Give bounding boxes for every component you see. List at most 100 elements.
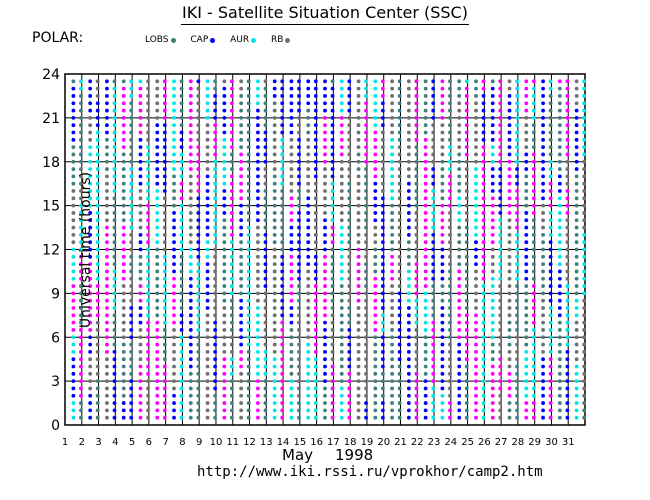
data-point	[464, 335, 469, 340]
data-point	[565, 364, 570, 369]
data-point	[230, 254, 234, 259]
data-point	[498, 115, 503, 120]
data-point	[172, 408, 176, 413]
data-point	[188, 386, 193, 391]
data-point	[222, 181, 227, 186]
data-point	[464, 357, 469, 362]
data-point	[129, 108, 134, 113]
data-point	[112, 123, 117, 128]
data-point	[79, 203, 83, 208]
data-point	[79, 152, 83, 157]
data-point	[364, 130, 368, 135]
data-point	[414, 357, 419, 362]
data-point	[524, 123, 529, 128]
data-point	[524, 284, 529, 288]
x-tick-label: 2	[79, 437, 85, 448]
data-point	[557, 101, 562, 106]
data-point	[373, 152, 378, 157]
data-point	[364, 167, 368, 171]
data-point	[356, 298, 361, 303]
data-point	[272, 276, 277, 281]
data-point	[406, 115, 411, 120]
data-point	[457, 115, 462, 120]
data-point	[263, 108, 268, 113]
data-point	[582, 313, 587, 318]
data-point	[121, 174, 126, 179]
data-point	[162, 357, 167, 362]
data-point	[79, 306, 83, 310]
data-point	[230, 152, 234, 157]
data-point	[79, 254, 83, 259]
source-url: http://www.iki.rssi.ru/vprokhor/camp2.ht…	[197, 464, 543, 480]
data-point	[256, 130, 260, 135]
data-point	[121, 328, 126, 332]
data-point	[582, 364, 587, 369]
data-point	[88, 196, 93, 201]
data-point	[582, 174, 587, 179]
data-point	[79, 393, 83, 398]
data-point	[339, 137, 344, 142]
data-point	[574, 181, 579, 186]
data-point	[155, 386, 160, 391]
data-point	[565, 145, 570, 150]
data-point	[306, 123, 311, 128]
data-point	[155, 115, 160, 120]
data-point	[112, 357, 117, 362]
data-point	[272, 145, 277, 150]
data-point	[339, 298, 344, 303]
data-point	[179, 167, 184, 171]
data-point	[565, 240, 570, 245]
data-point	[490, 174, 495, 179]
data-point	[457, 189, 462, 193]
data-point	[112, 130, 117, 135]
data-point	[205, 145, 210, 150]
data-point	[541, 123, 545, 128]
data-point	[313, 123, 318, 128]
data-point	[246, 137, 251, 142]
data-point	[498, 240, 503, 245]
data-point	[112, 379, 117, 384]
data-point	[188, 123, 193, 128]
data-point	[524, 269, 529, 274]
data-point	[565, 247, 570, 252]
data-point	[414, 262, 419, 267]
data-point	[112, 94, 117, 98]
data-point	[347, 393, 352, 398]
data-point	[138, 269, 143, 274]
data-point	[406, 181, 411, 186]
data-point	[557, 167, 562, 171]
data-point	[280, 313, 285, 318]
data-point	[364, 328, 368, 332]
data-point	[457, 94, 462, 98]
data-point	[88, 401, 93, 405]
data-point	[146, 101, 150, 106]
data-point	[541, 415, 545, 420]
data-point	[196, 415, 201, 420]
data-point	[548, 328, 553, 332]
data-point	[272, 371, 277, 376]
data-point	[380, 379, 385, 384]
data-point	[373, 393, 378, 398]
data-point	[356, 254, 361, 259]
data-point	[406, 379, 411, 384]
data-point	[230, 276, 234, 281]
data-point	[423, 320, 428, 325]
data-point	[548, 393, 553, 398]
data-point	[222, 386, 227, 391]
data-point	[330, 371, 335, 376]
data-point	[498, 401, 503, 405]
data-point	[347, 232, 352, 237]
data-point	[79, 386, 83, 391]
data-point	[239, 181, 244, 186]
data-point	[397, 284, 402, 288]
data-point	[474, 137, 478, 142]
data-point	[121, 379, 126, 384]
data-point	[582, 159, 587, 164]
data-point	[440, 298, 445, 303]
data-point	[313, 291, 318, 296]
data-point	[105, 379, 109, 384]
data-point	[448, 108, 452, 113]
data-point	[71, 94, 76, 98]
chart-title: IKI - Satellite Situation Center (SSC)	[0, 3, 650, 25]
data-point	[162, 218, 167, 223]
